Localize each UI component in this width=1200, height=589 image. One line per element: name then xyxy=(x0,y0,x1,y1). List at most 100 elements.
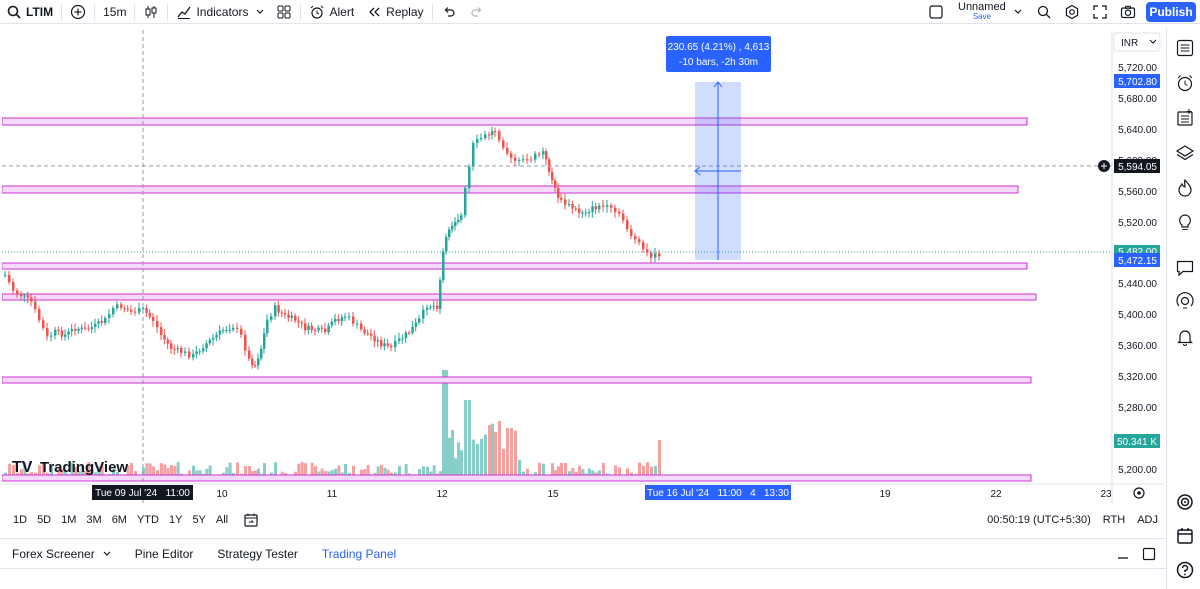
candle-body xyxy=(545,151,548,160)
timezone-clock[interactable]: 00:50:19 (UTC+5:30) xyxy=(987,514,1091,526)
volume-bar xyxy=(236,462,239,480)
candle-body xyxy=(584,212,588,214)
session-button[interactable]: RTH xyxy=(1102,514,1126,526)
candle-body xyxy=(263,333,266,349)
crosshair-time-tag xyxy=(92,485,193,500)
candle-body xyxy=(34,301,37,310)
hotlists-flame-icon[interactable] xyxy=(1175,178,1195,198)
support-zone-lower[interactable] xyxy=(2,376,1032,384)
volume-bar xyxy=(148,463,152,480)
range-1m-button[interactable]: 1M xyxy=(61,514,77,526)
range-all-button[interactable]: All xyxy=(215,514,229,526)
layout-name-button[interactable]: Unnamed Save xyxy=(950,0,1030,24)
candle-body xyxy=(304,323,307,331)
time-axis[interactable]: 10 11 12 15 19 22 23 Tue 09 Jul '24 11:0… xyxy=(2,483,1164,500)
candle-body xyxy=(257,358,260,366)
candle-body xyxy=(240,328,243,335)
bottom-zone[interactable] xyxy=(2,474,1032,482)
candle-body xyxy=(534,153,537,160)
compare-symbol-button[interactable] xyxy=(64,0,92,24)
fullscreen-button[interactable] xyxy=(1086,0,1114,24)
alert-button[interactable]: Alert xyxy=(303,0,360,24)
publish-button[interactable]: Publish xyxy=(1146,2,1196,22)
candle-body xyxy=(94,323,97,328)
arrow-up-icon xyxy=(713,81,723,88)
horizontal-zones[interactable] xyxy=(2,117,1037,482)
price-chart[interactable]: 230.65 (4.21%) , 4,613 -10 bars, -2h 30m… xyxy=(2,30,1164,504)
tab-trading-panel[interactable]: Trading Panel xyxy=(321,546,397,561)
layout-save-label: Save xyxy=(972,12,991,21)
currency-selector[interactable] xyxy=(1113,32,1161,52)
candle-body xyxy=(134,311,137,313)
help-icon[interactable] xyxy=(1175,560,1195,580)
price-tick: 5,200.00 xyxy=(1118,465,1157,476)
range-5d-button[interactable]: 5D xyxy=(37,514,52,526)
range-ytd-button[interactable]: YTD xyxy=(136,514,159,526)
tab-pine-editor[interactable]: Pine Editor xyxy=(134,546,194,561)
undo-button[interactable] xyxy=(435,0,463,24)
target-icon[interactable] xyxy=(1175,492,1195,512)
candle-body xyxy=(64,334,67,337)
candle-body xyxy=(8,274,11,283)
volume-bar xyxy=(74,467,77,480)
goto-date-calendar-icon[interactable] xyxy=(243,512,259,528)
volume-bar xyxy=(100,464,104,480)
candle-body xyxy=(225,330,228,332)
adjust-button[interactable]: ADJ xyxy=(1137,514,1158,526)
chart-settings-icon[interactable] xyxy=(1133,487,1145,499)
fullscreen-icon xyxy=(1092,4,1108,20)
tab-forex-screener[interactable]: Forex Screener xyxy=(0,546,123,562)
layout-checkbox[interactable] xyxy=(922,0,950,24)
interval-button[interactable]: 15m xyxy=(97,0,132,24)
candle-body xyxy=(340,317,344,322)
candle-body xyxy=(634,236,637,240)
time-tick: 12 xyxy=(436,489,448,500)
support-zone-upper[interactable] xyxy=(2,262,1028,270)
symbol-search-button[interactable]: LTIM xyxy=(0,0,59,24)
price-range-measure[interactable]: 230.65 (4.21%) , 4,613 -10 bars, -2h 30m xyxy=(666,36,771,260)
range-1d-button[interactable]: 1D xyxy=(13,514,28,526)
price-tick: 5,440.00 xyxy=(1118,279,1157,290)
volume-bar xyxy=(310,462,314,480)
range-5y-button[interactable]: 5Y xyxy=(192,514,206,526)
candle-body xyxy=(457,219,460,223)
watchlist-icon[interactable] xyxy=(1175,38,1195,58)
chat-icon[interactable] xyxy=(1175,258,1195,278)
quick-search-button[interactable] xyxy=(1030,0,1058,24)
maximize-panel-icon[interactable] xyxy=(1141,546,1157,562)
candle-body xyxy=(222,330,225,332)
redo-button[interactable] xyxy=(463,0,491,24)
layers-icon[interactable] xyxy=(1175,143,1195,163)
candle-body xyxy=(588,212,591,214)
notifications-bell-icon[interactable] xyxy=(1175,327,1195,347)
range-1y-button[interactable]: 1Y xyxy=(168,514,183,526)
range-6m-button[interactable]: 6M xyxy=(111,514,127,526)
indicators-button[interactable]: Indicators xyxy=(170,0,270,24)
minimize-panel-icon[interactable] xyxy=(1115,546,1131,562)
resistance-zone[interactable] xyxy=(2,117,1028,126)
replay-button[interactable]: Replay xyxy=(360,0,429,24)
volume-bar xyxy=(257,468,260,480)
alerts-clock-icon[interactable] xyxy=(1175,73,1195,93)
chart-type-button[interactable] xyxy=(137,0,165,24)
range-3m-button[interactable]: 3M xyxy=(86,514,102,526)
tab-strategy-tester[interactable]: Strategy Tester xyxy=(217,546,298,561)
streams-icon[interactable] xyxy=(1175,292,1195,312)
candle-body xyxy=(454,222,457,226)
price-axis[interactable]: INR 5,720.005,680.005,640.005,600.005,56… xyxy=(1098,30,1161,504)
volume-bar xyxy=(130,462,133,480)
volume-bar xyxy=(225,467,229,480)
indicator-templates-button[interactable] xyxy=(270,0,298,24)
candle-body xyxy=(284,313,287,315)
snapshot-button[interactable] xyxy=(1114,0,1142,24)
candle-body xyxy=(398,338,401,342)
price-tick: 5,720.00 xyxy=(1118,63,1157,74)
calendar-icon[interactable] xyxy=(1175,526,1195,546)
candle-body xyxy=(266,319,269,334)
ideas-bulb-icon[interactable] xyxy=(1175,213,1195,233)
settings-button[interactable] xyxy=(1058,0,1086,24)
candle-body xyxy=(638,239,641,243)
supply-zone[interactable] xyxy=(2,185,1019,194)
support-zone-middle[interactable] xyxy=(2,293,1037,301)
object-tree-icon[interactable] xyxy=(1175,108,1195,128)
